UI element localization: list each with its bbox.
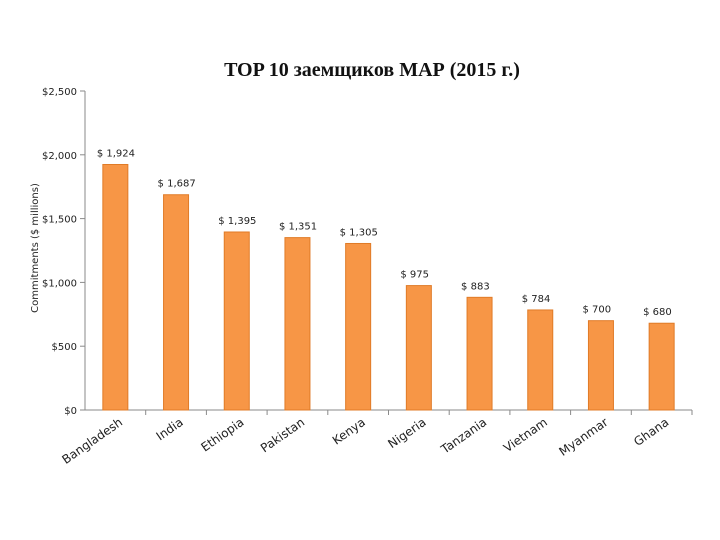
category-labels: Bangladesh India Ethiopia Pakistan Kenya Nige… bbox=[59, 415, 671, 467]
bar-ghana bbox=[648, 322, 675, 411]
category-label: Tanzania bbox=[438, 415, 490, 457]
data-label: $ 1,395 bbox=[218, 216, 256, 227]
bar-kenya bbox=[345, 242, 372, 411]
bar-vietnam bbox=[527, 309, 554, 411]
category-label: Ghana bbox=[631, 415, 671, 449]
data-label: $ 975 bbox=[400, 270, 429, 281]
category-label: Ethiopia bbox=[198, 415, 246, 455]
y-tick-label: $1,500 bbox=[42, 215, 77, 226]
category-label: Bangladesh bbox=[59, 415, 125, 467]
bar-tanzania bbox=[466, 296, 493, 411]
bar-india bbox=[163, 194, 190, 411]
y-ticks: $0 $500 $1,000 $1,500 $2,000 $2,500 bbox=[42, 87, 85, 417]
y-tick-label: $500 bbox=[52, 342, 77, 353]
bars bbox=[102, 163, 693, 415]
bar-ethiopia bbox=[223, 231, 250, 411]
data-labels: $ 1,924 $ 1,687 $ 1,395 $ 1,351 $ 1,305 $ 975… bbox=[97, 148, 672, 318]
bar-bangladesh bbox=[102, 163, 129, 411]
category-label: Vietnam bbox=[501, 415, 550, 455]
bar-pakistan bbox=[284, 237, 311, 411]
category-label: Pakistan bbox=[258, 415, 307, 455]
y-tick-label: $2,000 bbox=[42, 151, 77, 162]
data-label: $ 784 bbox=[522, 294, 551, 305]
chart-title: TOP 10 заемщиков МАР (2015 г.) bbox=[224, 59, 520, 81]
bar-myanmar bbox=[587, 320, 614, 411]
y-tick-label: $1,000 bbox=[42, 278, 77, 289]
category-label: Myanmar bbox=[556, 415, 610, 459]
data-label: $ 700 bbox=[582, 305, 611, 316]
category-label: India bbox=[154, 415, 186, 443]
y-tick-label: $2,500 bbox=[42, 87, 77, 98]
category-label: Nigeria bbox=[385, 415, 428, 451]
y-tick-label: $0 bbox=[64, 406, 77, 417]
data-label: $ 1,687 bbox=[158, 179, 196, 190]
data-label: $ 1,924 bbox=[97, 148, 135, 159]
data-label: $ 1,351 bbox=[279, 222, 317, 233]
bar-nigeria bbox=[405, 285, 432, 411]
y-axis-label: Commitments ($ millions) bbox=[30, 183, 41, 313]
data-label: $ 883 bbox=[461, 281, 490, 292]
category-label: Kenya bbox=[330, 415, 368, 448]
data-label: $ 680 bbox=[643, 307, 672, 318]
data-label: $ 1,305 bbox=[340, 227, 378, 238]
